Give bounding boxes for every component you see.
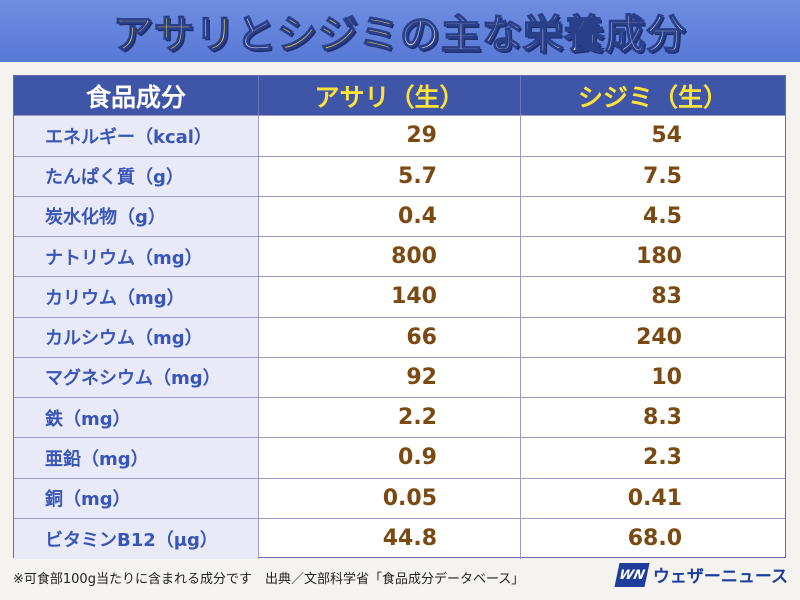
- nutrient-label: 鉄（mg）: [14, 398, 259, 438]
- table-row: カリウム（mg） 140 83: [14, 277, 785, 318]
- table-row: マグネシウム（mg） 92 10: [14, 357, 785, 398]
- asari-value: 92: [259, 357, 521, 397]
- column-header-asari: アサリ（生）: [259, 76, 521, 116]
- asari-value: 0.4: [259, 196, 521, 236]
- shijimi-value: 7.5: [643, 163, 682, 189]
- nutrient-label: マグネシウム（mg）: [14, 357, 259, 397]
- shijimi-value: 68.0: [627, 526, 682, 552]
- column-header-component: 食品成分: [14, 76, 259, 116]
- title-part-rest: の主な栄養成分: [399, 11, 687, 59]
- nutrient-label: カリウム（mg）: [14, 277, 259, 317]
- table-row: 炭水化物（g） 0.4 4.5: [14, 196, 785, 237]
- table-row: エネルギー（kcal） 29 54: [14, 116, 785, 157]
- title-part-asari: アサリ: [112, 11, 236, 59]
- weathernews-logo: WN ウェザーニュース: [614, 562, 788, 587]
- nutrient-label: ナトリウム（mg）: [14, 237, 259, 277]
- table-row: たんぱく質（g） 5.7 7.5: [14, 156, 785, 197]
- asari-value: 140: [259, 277, 521, 317]
- title-banner: アサリとシジミの主な栄養成分: [0, 0, 800, 62]
- asari-value: 44.8: [259, 518, 521, 559]
- page-title: アサリとシジミの主な栄養成分: [112, 2, 687, 60]
- title-part-shijimi: シジミ: [276, 11, 400, 59]
- asari-value: 2.2: [259, 398, 521, 438]
- asari-value: 5.7: [259, 156, 521, 196]
- table-row: カルシウム（mg） 66 240: [14, 317, 785, 358]
- column-header-shijimi: シジミ（生）: [577, 82, 728, 112]
- nutrient-label: たんぱく質（g）: [14, 156, 259, 196]
- shijimi-value: 2.3: [643, 445, 682, 471]
- shijimi-value: 83: [651, 284, 682, 310]
- asari-value: 800: [259, 237, 521, 277]
- logo-mark-icon: WN: [614, 562, 650, 587]
- logo-text: ウェザーニュース: [652, 567, 788, 587]
- table-row: ビタミンB12（μg） 44.8 68.0: [14, 518, 785, 559]
- shijimi-value: 8.3: [643, 405, 682, 431]
- table-row: ナトリウム（mg） 800 180: [14, 237, 785, 278]
- shijimi-value: 4.5: [643, 203, 682, 229]
- table-row: 銅（mg） 0.05 0.41: [14, 478, 785, 519]
- asari-value: 66: [259, 317, 521, 357]
- footnote: ※可食部100g当たりに含まれる成分です 出典／文部科学省「食品成分データベース…: [13, 572, 525, 587]
- nutrient-label: 亜鉛（mg）: [14, 438, 259, 478]
- title-part-to: と: [235, 11, 277, 59]
- shijimi-value: 10: [651, 364, 682, 390]
- nutrient-label: エネルギー（kcal）: [14, 116, 259, 156]
- shijimi-value: 240: [636, 324, 682, 350]
- table-row: 鉄（mg） 2.2 8.3: [14, 398, 785, 439]
- nutrition-table: 食品成分 アサリ（生） シジミ（生） エネルギー（kcal） 29 54 たんぱく質（…: [13, 75, 786, 559]
- shijimi-value: 0.41: [627, 485, 682, 511]
- shijimi-value: 180: [636, 244, 682, 270]
- table-row: 亜鉛（mg） 0.9 2.3: [14, 438, 785, 479]
- asari-value: 29: [259, 116, 521, 156]
- nutrient-label: 炭水化物（g）: [14, 196, 259, 236]
- nutrient-label: カルシウム（mg）: [14, 317, 259, 357]
- table-header-row: 食品成分 アサリ（生） シジミ（生）: [14, 76, 785, 117]
- shijimi-value: 54: [651, 123, 682, 149]
- asari-value: 0.9: [259, 438, 521, 478]
- asari-value: 0.05: [259, 478, 521, 518]
- nutrient-label: 銅（mg）: [14, 478, 259, 518]
- nutrient-label: ビタミンB12（μg）: [14, 518, 259, 559]
